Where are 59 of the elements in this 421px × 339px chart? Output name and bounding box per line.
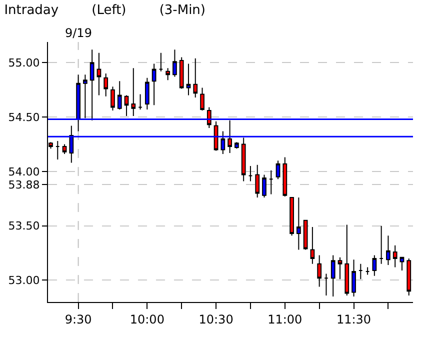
candlestick [206, 106, 212, 128]
candlestick [386, 235, 390, 266]
candlestick [117, 80, 122, 110]
candlestick [317, 254, 322, 288]
candlestick [276, 160, 280, 180]
ref-line-label: 9/19 [65, 26, 92, 40]
candlestick [379, 225, 384, 264]
candlestick [372, 254, 377, 276]
candlestick [262, 174, 266, 198]
x-tick-label: 10:00 [130, 312, 164, 326]
candlestick [406, 258, 412, 296]
y-tick-label: 54.50 [8, 110, 40, 124]
candlestick [193, 58, 198, 98]
chart-title: Intraday (Left) (3-Min) [4, 3, 206, 18]
candlestick [152, 63, 156, 106]
candlestick [330, 254, 336, 298]
candlestick [158, 52, 164, 72]
candlestick [344, 224, 350, 296]
y-tick-label: 55.00 [8, 56, 40, 70]
candlestick [290, 197, 294, 236]
candlestick [303, 220, 308, 250]
candlestick [268, 170, 274, 195]
candlestick [255, 164, 260, 198]
candlestick [241, 137, 246, 182]
candlestick [358, 263, 363, 280]
candlestick [96, 52, 102, 96]
y-tick-label: 53.50 [8, 220, 40, 233]
candlestick [365, 266, 370, 276]
candlestick [200, 87, 204, 112]
candlestick [104, 73, 108, 97]
candlestick [338, 256, 342, 280]
candlestick [144, 77, 150, 110]
candlestick [352, 259, 356, 298]
x-tick-label: 9:30 [64, 312, 92, 326]
candlestick [282, 156, 288, 197]
candlestick [62, 144, 67, 155]
candlestick [166, 68, 170, 81]
y-tick-label: 54.00 [8, 165, 40, 178]
candlestick [310, 226, 315, 264]
candlestick [110, 86, 115, 112]
candlestick [55, 140, 60, 160]
x-tick-label: 10:30 [198, 312, 234, 326]
y-tick-label: 53.00 [8, 274, 40, 288]
candlestick [131, 68, 136, 116]
candlestick [392, 244, 398, 268]
candlestick [172, 49, 177, 78]
candlestick [248, 166, 253, 182]
candlestick [324, 273, 328, 296]
x-tick-label: 11:30 [336, 312, 372, 326]
candlestick [124, 94, 129, 116]
y-tick-label: 53.88 [8, 178, 40, 192]
candlestick [138, 94, 142, 110]
candlestick [179, 56, 184, 90]
candlestick [228, 120, 232, 154]
x-tick-label: 11:00 [268, 312, 302, 326]
candlestick [234, 142, 239, 150]
candlestick [296, 197, 301, 250]
candlestick [400, 256, 404, 271]
candlestick [186, 63, 191, 96]
